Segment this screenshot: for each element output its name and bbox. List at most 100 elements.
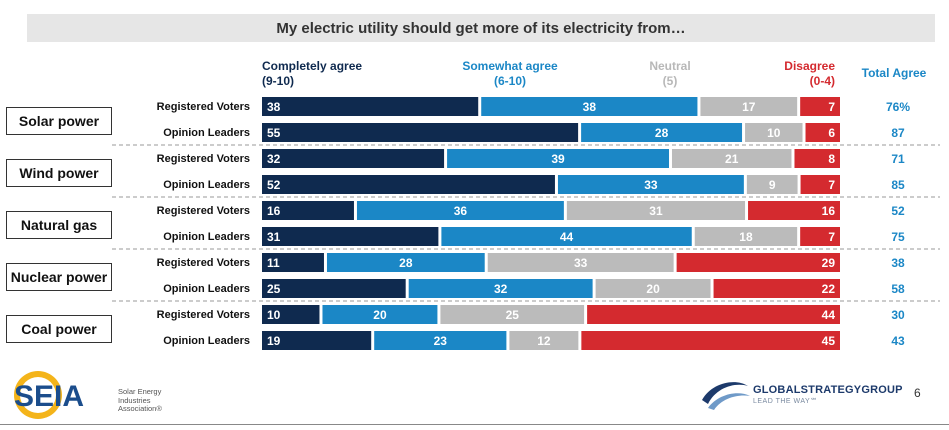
bar-segment bbox=[487, 253, 674, 272]
bar-value-label: 7 bbox=[828, 230, 835, 244]
bar-segment bbox=[581, 123, 743, 142]
bar-value-label: 38 bbox=[267, 100, 281, 114]
bar-segment bbox=[746, 175, 798, 194]
header-somewhat-agree-label: Somewhat agree bbox=[462, 59, 558, 73]
bar-value-label: 20 bbox=[373, 308, 387, 322]
bar-value-label: 39 bbox=[551, 152, 565, 166]
bar-value-label: 17 bbox=[742, 100, 756, 114]
bar-segment bbox=[262, 305, 320, 324]
header-somewhat-agree: Somewhat agree (6-10) bbox=[440, 59, 580, 89]
bar-value-label: 18 bbox=[739, 230, 753, 244]
bar-segment bbox=[557, 175, 744, 194]
total-agree-value: 43 bbox=[891, 334, 905, 348]
total-agree-value: 76% bbox=[886, 100, 910, 114]
row-label: Registered Voters bbox=[157, 309, 250, 321]
bar-segment bbox=[262, 279, 406, 298]
header-neutral: Neutral (5) bbox=[625, 59, 715, 89]
bar-segment bbox=[262, 123, 579, 142]
topic-label: Solar power bbox=[6, 107, 112, 135]
bar-segment bbox=[745, 123, 803, 142]
bar-value-label: 31 bbox=[649, 204, 663, 218]
bar-value-label: 16 bbox=[822, 204, 836, 218]
bar-value-label: 11 bbox=[267, 256, 280, 270]
header-disagree-range: (0-4) bbox=[809, 74, 835, 88]
bar-segment bbox=[566, 201, 746, 220]
header-neutral-range: (5) bbox=[662, 74, 678, 88]
bar-segment bbox=[595, 279, 711, 298]
bar-value-label: 21 bbox=[725, 152, 739, 166]
header-completely-agree-label: Completely agree bbox=[262, 59, 363, 73]
topic-label: Natural gas bbox=[6, 211, 112, 239]
bar-segment bbox=[447, 149, 669, 168]
row-label: Registered Voters bbox=[157, 153, 250, 165]
bar-segment bbox=[805, 123, 840, 142]
total-agree-value: 71 bbox=[891, 152, 905, 166]
gsg-name: GLOBALSTRATEGYGROUP bbox=[753, 384, 903, 396]
total-agree-value: 87 bbox=[891, 126, 905, 140]
bar-segment bbox=[408, 279, 593, 298]
bar-value-label: 44 bbox=[560, 230, 574, 244]
bar-segment bbox=[262, 175, 555, 194]
bar-value-label: 33 bbox=[644, 178, 658, 192]
bar-value-label: 22 bbox=[822, 282, 836, 296]
gsg-logo: GLOBALSTRATEGYGROUP LEAD THE WAY℠ bbox=[753, 384, 903, 405]
bar-segment bbox=[440, 305, 585, 324]
total-agree-value: 52 bbox=[891, 204, 905, 218]
header-total-agree-label: Total Agree bbox=[861, 66, 927, 80]
bar-value-label: 52 bbox=[267, 178, 281, 192]
bar-value-label: 29 bbox=[822, 256, 836, 270]
bar-segment bbox=[441, 227, 692, 246]
bar-value-label: 16 bbox=[267, 204, 281, 218]
bar-segment bbox=[676, 253, 840, 272]
bar-segment bbox=[262, 253, 324, 272]
chart-title: My electric utility should get more of i… bbox=[276, 19, 686, 37]
stacked-bar-chart: Registered Voters 38 38 17 7 76% Opinion Leade… bbox=[112, 97, 940, 350]
bar-value-label: 10 bbox=[267, 308, 281, 322]
seia-association-name: Solar Energy Industries Association® bbox=[118, 387, 162, 414]
row-label: Opinion Leaders bbox=[163, 335, 250, 347]
seia-logo: SEIA bbox=[14, 371, 84, 419]
seia-text-line-1: Solar Energy bbox=[118, 387, 162, 396]
topic-label: Nuclear power bbox=[6, 263, 112, 291]
total-agree-value: 58 bbox=[891, 282, 905, 296]
bar-value-label: 33 bbox=[574, 256, 588, 270]
bar-segment bbox=[356, 201, 564, 220]
row-label: Opinion Leaders bbox=[163, 179, 250, 191]
bar-segment bbox=[671, 149, 792, 168]
bar-value-label: 25 bbox=[267, 282, 281, 296]
row-label: Opinion Leaders bbox=[163, 283, 250, 295]
bar-segment bbox=[800, 175, 840, 194]
bar-segment bbox=[262, 331, 372, 350]
bar-segment bbox=[262, 149, 445, 168]
header-disagree: Disagree (0-4) bbox=[755, 59, 835, 89]
bar-value-label: 7 bbox=[828, 178, 835, 192]
bar-segment bbox=[800, 97, 840, 116]
header-disagree-label: Disagree bbox=[784, 59, 835, 73]
bar-value-label: 32 bbox=[494, 282, 508, 296]
gsg-tagline: LEAD THE WAY℠ bbox=[753, 398, 818, 405]
bar-segment bbox=[581, 331, 840, 350]
topic-label: Coal power bbox=[6, 315, 112, 343]
page-number: 6 bbox=[914, 386, 921, 400]
bar-value-label: 20 bbox=[646, 282, 660, 296]
row-label: Opinion Leaders bbox=[163, 127, 250, 139]
bar-value-label: 10 bbox=[767, 126, 781, 140]
bar-segment bbox=[748, 201, 840, 220]
bar-segment bbox=[700, 97, 798, 116]
bar-segment bbox=[262, 201, 354, 220]
header-total-agree: Total Agree bbox=[848, 66, 940, 81]
seia-text-line-3: Association® bbox=[118, 404, 162, 413]
bar-value-label: 25 bbox=[506, 308, 520, 322]
row-label: Registered Voters bbox=[157, 257, 250, 269]
bar-value-label: 36 bbox=[454, 204, 468, 218]
bar-segment bbox=[326, 253, 485, 272]
bar-value-label: 12 bbox=[537, 334, 551, 348]
bar-segment bbox=[481, 97, 698, 116]
total-agree-value: 30 bbox=[891, 308, 905, 322]
total-agree-value: 85 bbox=[891, 178, 905, 192]
bar-value-label: 55 bbox=[267, 126, 281, 140]
topic-label: Wind power bbox=[6, 159, 112, 187]
bar-value-label: 7 bbox=[828, 100, 835, 114]
bar-segment bbox=[694, 227, 798, 246]
seia-text-line-2: Industries bbox=[118, 395, 151, 405]
